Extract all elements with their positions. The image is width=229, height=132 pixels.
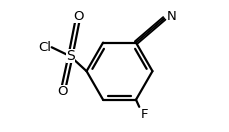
Text: S: S [66, 49, 74, 63]
Text: O: O [57, 85, 68, 98]
Text: N: N [166, 10, 176, 23]
Text: Cl: Cl [38, 41, 52, 54]
Text: O: O [73, 10, 83, 23]
Text: F: F [140, 108, 147, 121]
